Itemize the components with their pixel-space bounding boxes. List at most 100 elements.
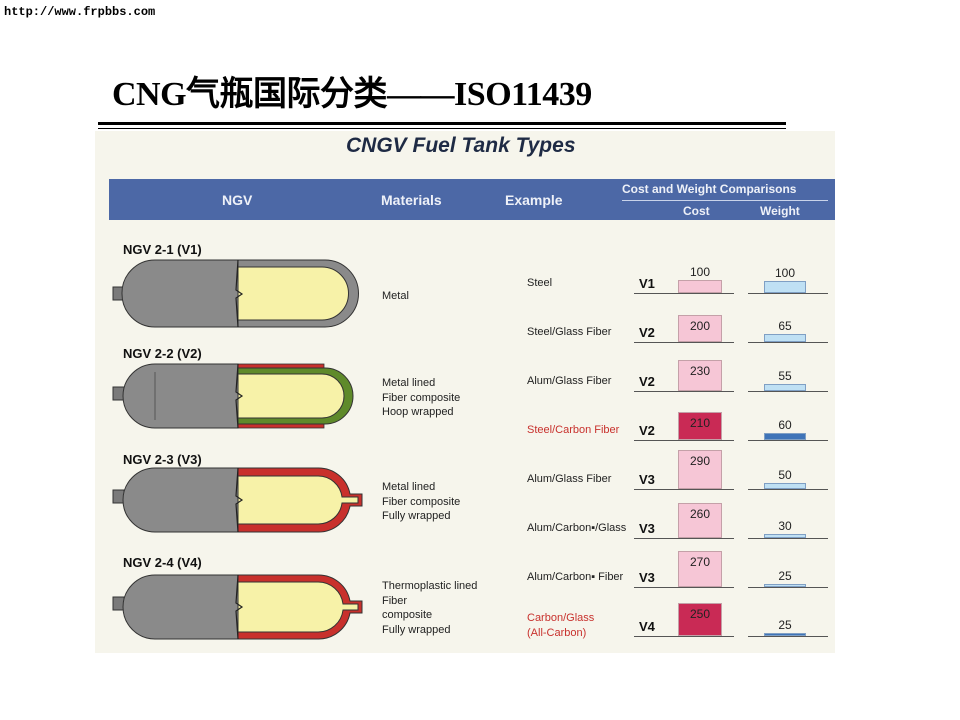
materials-line: Fiber bbox=[382, 594, 408, 607]
tank-type-label: NGV 2-4 (V4) bbox=[123, 555, 202, 570]
materials-line: Metal lined bbox=[382, 377, 436, 389]
title-rule-thick bbox=[98, 122, 786, 125]
header-divider bbox=[622, 200, 828, 201]
header-weight: Weight bbox=[760, 204, 800, 218]
cost-value: 100 bbox=[689, 265, 711, 279]
slide-title: CNG气瓶国际分类——ISO11439 bbox=[112, 76, 592, 113]
cost-bar bbox=[678, 360, 722, 391]
cost-baseline bbox=[634, 342, 734, 343]
example-name-line: (All-Carbon) bbox=[527, 627, 587, 639]
weight-bar bbox=[764, 584, 806, 587]
weight-baseline bbox=[748, 440, 828, 441]
example-name-line: Steel/Glass Fiber bbox=[527, 326, 612, 338]
example-version: V1 bbox=[639, 276, 655, 291]
cost-value: 270 bbox=[689, 555, 711, 569]
cost-baseline bbox=[634, 440, 734, 441]
weight-value: 65 bbox=[778, 319, 792, 333]
title-rule-thin bbox=[98, 128, 786, 129]
cost-value: 230 bbox=[689, 364, 711, 378]
weight-baseline bbox=[748, 587, 828, 588]
cost-value: 260 bbox=[689, 507, 711, 521]
weight-baseline bbox=[748, 293, 828, 294]
weight-value: 25 bbox=[778, 618, 792, 632]
example-name-line: Steel/Carbon Fiber bbox=[527, 424, 620, 436]
cost-bar bbox=[678, 603, 722, 636]
weight-baseline bbox=[748, 538, 828, 539]
weight-value: 60 bbox=[778, 418, 792, 432]
materials-text: Metal lined Fiber composite Hoop wrapped bbox=[382, 376, 460, 420]
materials-text: Thermoplastic lined Fiber composite Full… bbox=[382, 579, 477, 637]
example-name: Alum/Carbon▪/Glass bbox=[527, 521, 626, 536]
weight-value: 25 bbox=[778, 569, 792, 583]
tank-type-label: NGV 2-2 (V2) bbox=[123, 346, 202, 361]
cost-baseline bbox=[634, 391, 734, 392]
example-name-line: Carbon/Glass bbox=[527, 612, 595, 624]
header-comparison: Cost and Weight Comparisons bbox=[622, 182, 797, 196]
example-name: Alum/Glass Fiber bbox=[527, 472, 611, 487]
example-version: V2 bbox=[639, 374, 655, 389]
table-header-band bbox=[109, 179, 835, 220]
cost-value: 200 bbox=[689, 319, 711, 333]
cost-bar bbox=[678, 315, 722, 342]
materials-line: Fully wrapped bbox=[382, 510, 451, 522]
weight-bar bbox=[764, 433, 806, 440]
weight-bar bbox=[764, 534, 806, 538]
cost-value: 210 bbox=[689, 416, 711, 430]
example-version: V3 bbox=[639, 472, 655, 487]
weight-baseline bbox=[748, 342, 828, 343]
cost-baseline bbox=[634, 587, 734, 588]
tank-v4-illustration bbox=[112, 574, 363, 640]
weight-value: 50 bbox=[778, 468, 792, 482]
materials-line: composite bbox=[382, 609, 433, 621]
example-version: V2 bbox=[639, 423, 655, 438]
example-name-line: Alum/Glass Fiber bbox=[527, 473, 612, 485]
tank-type-label: NGV 2-3 (V3) bbox=[123, 452, 202, 467]
cost-bar bbox=[678, 503, 722, 538]
example-name: Steel/Glass Fiber bbox=[527, 325, 611, 340]
example-name-line: Alum/Carbon▪ Fiber bbox=[527, 571, 624, 583]
weight-value: 100 bbox=[774, 266, 796, 280]
weight-value: 55 bbox=[778, 369, 792, 383]
header-example: Example bbox=[505, 192, 563, 208]
weight-bar bbox=[764, 281, 806, 293]
tank-v3-illustration bbox=[112, 467, 363, 533]
figure-title: CNGV Fuel Tank Types bbox=[346, 134, 576, 157]
cost-value: 290 bbox=[689, 454, 711, 468]
cost-value: 250 bbox=[689, 607, 711, 621]
cost-bar bbox=[678, 551, 722, 587]
materials-line: Fiber composite bbox=[382, 391, 461, 404]
tank-v2-illustration bbox=[112, 363, 354, 429]
materials-line: Metal lined bbox=[382, 481, 436, 493]
example-version: V2 bbox=[639, 325, 655, 340]
page-url: http://www.frpbbs.com bbox=[4, 5, 156, 19]
materials-text: Metal bbox=[382, 289, 409, 304]
cost-baseline bbox=[634, 636, 734, 637]
header-materials: Materials bbox=[381, 192, 442, 208]
materials-line: Thermoplastic lined bbox=[382, 580, 478, 592]
example-name: Steel bbox=[527, 276, 552, 291]
example-name: Alum/Glass Fiber bbox=[527, 374, 611, 389]
weight-baseline bbox=[748, 489, 828, 490]
example-version: V3 bbox=[639, 521, 655, 536]
weight-baseline bbox=[748, 391, 828, 392]
example-name: Alum/Carbon▪ Fiber bbox=[527, 570, 623, 585]
example-name-line: Steel bbox=[527, 277, 553, 289]
header-ngv: NGV bbox=[222, 192, 253, 208]
example-version: V4 bbox=[639, 619, 655, 634]
example-name-line: Alum/Carbon▪/Glass bbox=[527, 522, 627, 534]
materials-line: Fiber composite bbox=[382, 495, 461, 508]
materials-line: Hoop wrapped bbox=[382, 406, 454, 418]
tank-type-label: NGV 2-1 (V1) bbox=[123, 242, 202, 257]
cost-baseline bbox=[634, 293, 734, 294]
weight-bar bbox=[764, 483, 806, 489]
materials-line: Fully wrapped bbox=[382, 623, 451, 636]
weight-value: 30 bbox=[778, 519, 792, 533]
cost-bar bbox=[678, 450, 722, 489]
cost-bar bbox=[678, 412, 722, 440]
weight-bar bbox=[764, 633, 806, 636]
weight-bar bbox=[764, 334, 806, 342]
cost-baseline bbox=[634, 538, 734, 539]
cost-baseline bbox=[634, 489, 734, 490]
example-name: Carbon/Glass (All-Carbon) bbox=[527, 611, 594, 641]
